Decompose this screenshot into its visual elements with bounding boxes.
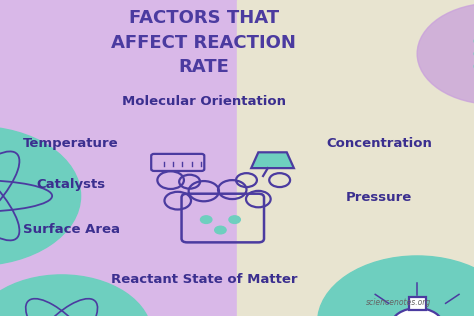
Text: Reactant State of Matter: Reactant State of Matter (110, 273, 297, 286)
Circle shape (417, 3, 474, 104)
FancyBboxPatch shape (409, 297, 426, 310)
Text: Temperature: Temperature (23, 137, 119, 150)
Text: Concentration: Concentration (326, 137, 432, 150)
Text: FACTORS THAT
AFFECT REACTION
RATE: FACTORS THAT AFFECT REACTION RATE (111, 9, 296, 76)
Text: Pressure: Pressure (346, 191, 412, 204)
Bar (0, 0, 237, 316)
Polygon shape (251, 152, 294, 168)
Circle shape (318, 256, 474, 316)
Text: Surface Area: Surface Area (23, 222, 119, 236)
Text: Molecular Orientation: Molecular Orientation (122, 94, 286, 108)
Text: Catalysts: Catalysts (36, 178, 106, 191)
Text: sciencenotes.org: sciencenotes.org (365, 298, 431, 307)
Circle shape (0, 126, 81, 265)
Circle shape (215, 226, 226, 234)
Circle shape (0, 275, 152, 316)
Bar (237, 0, 474, 316)
Circle shape (201, 216, 212, 223)
Circle shape (391, 308, 443, 316)
Circle shape (229, 216, 240, 223)
